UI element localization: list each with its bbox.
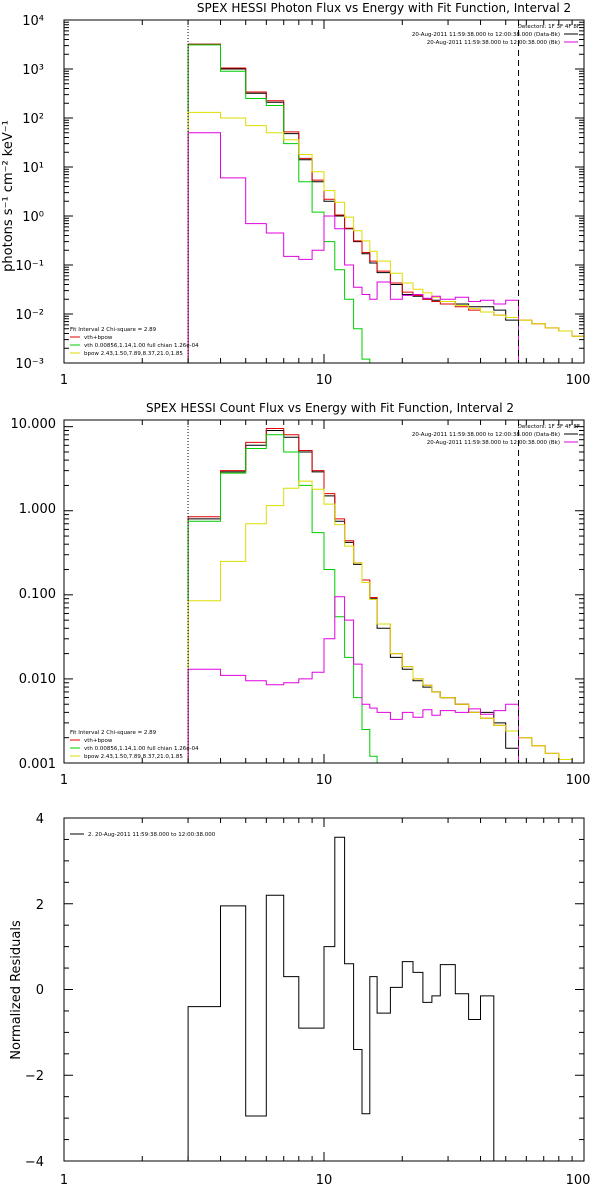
photon-flux-title: SPEX HESSI Photon Flux vs Energy with Fi… xyxy=(197,1,571,15)
count-flux-series-group xyxy=(187,428,573,763)
photon-flux-legend-bk: 20-Aug-2011 11:59:38.000 to 12:00:38.000… xyxy=(427,40,560,46)
photon-flux-range-lines xyxy=(187,20,520,363)
residuals-series-group xyxy=(187,836,495,1161)
photon-flux-legend-data-bk: 20-Aug-2011 11:59:38.000 to 12:00:38.000… xyxy=(412,32,560,38)
residuals-panel: Normalized Residuals −4 −2 0 2 4 1 10 10… xyxy=(9,812,590,1188)
count-flux-legend-bpow: bpow 2.43,1.50,7.89,8.37,21.0,1.85 xyxy=(84,754,183,760)
residuals-y-tick: 0 xyxy=(36,983,44,998)
count-flux-range-lines xyxy=(187,420,520,763)
photon-flux-x-tick: 1 xyxy=(60,373,68,388)
residuals-y-tick: 2 xyxy=(36,898,44,913)
photon-flux-panel: SPEX HESSI Photon Flux vs Energy with Fi… xyxy=(1,1,590,388)
photon-flux-legend-bpow: bpow 2.43,1.50,7.89,8.37,21.0,1.85 xyxy=(84,351,183,357)
photon-flux-y-tick: 10³ xyxy=(22,63,44,78)
photon-flux-legend-detectors: Detectors: 1F 3F 4F 8F xyxy=(518,24,580,30)
residuals-y-tick: −4 xyxy=(25,1155,44,1170)
residuals-x-tick: 1 xyxy=(60,1173,68,1188)
count-flux-x-tick: 10 xyxy=(316,773,333,788)
photon-flux-series-bpow xyxy=(187,111,584,363)
residuals-legend-interval: 2. 20-Aug-2011 11:59:38.000 to 12:00:38.… xyxy=(88,832,216,838)
photon-flux-series-vth-bpow xyxy=(187,43,584,363)
photon-flux-ticks xyxy=(64,19,584,364)
residuals-x-tick: 10 xyxy=(316,1173,333,1188)
photon-flux-y-tick: 10⁻³ xyxy=(15,357,44,372)
residuals-y-tick: 4 xyxy=(36,812,44,827)
photon-flux-x-tick: 100 xyxy=(566,373,591,388)
photon-flux-y-tick: 10⁻¹ xyxy=(15,259,44,274)
residuals-series-residuals xyxy=(187,836,495,1161)
count-flux-y-tick: 0.010 xyxy=(19,672,56,687)
count-flux-y-tick: 0.100 xyxy=(19,587,56,602)
residuals-y-axis-label: Normalized Residuals xyxy=(9,920,24,1060)
photon-flux-y-tick: 10⁻² xyxy=(15,308,44,323)
count-flux-y-tick: 0.001 xyxy=(19,757,56,772)
count-flux-series-vth xyxy=(187,434,378,763)
photon-flux-legend-total: vth+bpow xyxy=(84,335,113,341)
count-flux-legend-total: vth+bpow xyxy=(84,738,113,744)
photon-flux-series-group xyxy=(187,43,584,363)
photon-flux-y-tick: 10⁰ xyxy=(22,210,44,225)
count-flux-x-tick: 1 xyxy=(60,773,68,788)
residuals-x-tick: 100 xyxy=(566,1173,591,1188)
count-flux-legend-detectors: Detectors: 1F 3F 4F 8F xyxy=(518,424,580,430)
count-flux-x-tick: 100 xyxy=(566,773,591,788)
count-flux-y-tick: 1.000 xyxy=(19,502,56,517)
count-flux-legend-vth: vth 0.00856,1.14,1.00 full chian 1.26e-0… xyxy=(84,746,199,752)
count-flux-series-data-bk xyxy=(187,430,519,763)
count-flux-series-bk xyxy=(187,596,519,763)
photon-flux-y-tick: 10² xyxy=(22,112,44,127)
residuals-y-tick: −2 xyxy=(25,1069,44,1084)
photon-flux-series-vth xyxy=(187,44,378,363)
count-flux-ticks xyxy=(64,420,584,764)
photon-flux-fit-info: Fit Interval 2 Chi-square = 2.89 xyxy=(70,327,157,333)
photon-flux-y-tick: 10⁴ xyxy=(22,14,44,29)
count-flux-panel: SPEX HESSI Count Flux vs Energy with Fit… xyxy=(11,401,591,788)
count-flux-fit-info: Fit Interval 2 Chi-square = 2.89 xyxy=(70,730,157,736)
photon-flux-y-tick: 10¹ xyxy=(22,161,44,176)
count-flux-series-bpow xyxy=(187,480,573,763)
count-flux-legend-data-bk: 20-Aug-2011 11:59:38.000 to 12:00:38.000… xyxy=(412,432,560,438)
photon-flux-legend-vth: vth 0.00856,1.14,1.00 full chian 1.26e-0… xyxy=(84,343,199,349)
photon-flux-series-bk xyxy=(187,132,519,363)
count-flux-title: SPEX HESSI Count Flux vs Energy with Fit… xyxy=(146,401,514,415)
count-flux-y-tick: 10.000 xyxy=(11,417,57,432)
photon-flux-x-tick: 10 xyxy=(316,373,333,388)
count-flux-legend-bk: 20-Aug-2011 11:59:38.000 to 12:00:38.000… xyxy=(427,440,560,446)
photon-flux-y-axis-label: photons s⁻¹ cm⁻² keV⁻¹ xyxy=(1,120,16,272)
residuals-ticks xyxy=(64,817,584,1162)
